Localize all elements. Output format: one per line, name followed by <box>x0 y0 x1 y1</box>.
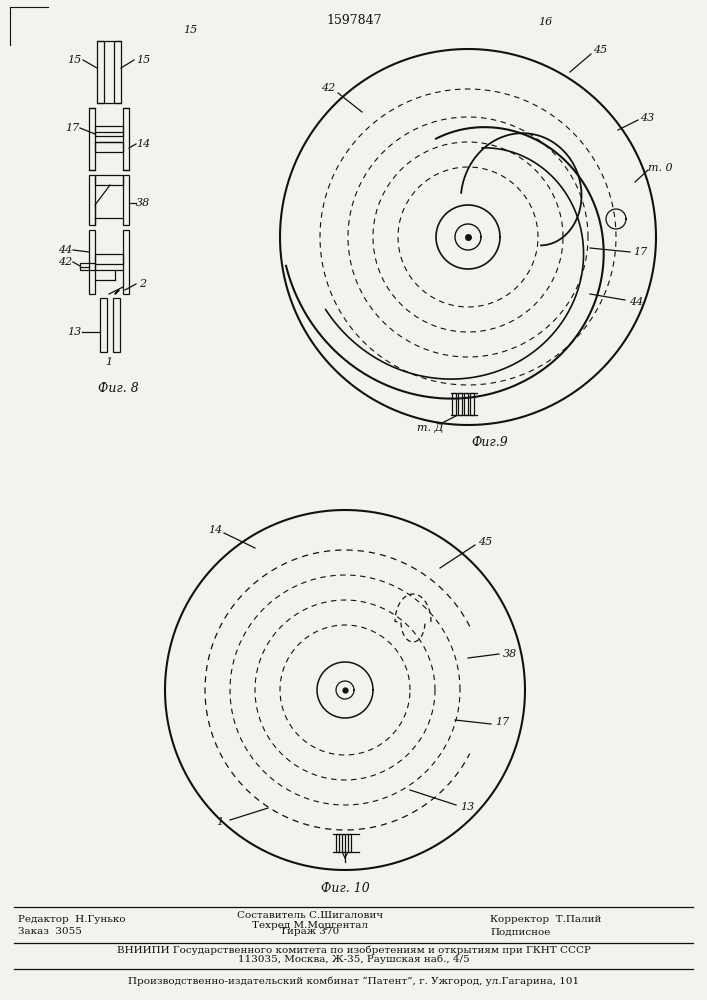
Text: 44: 44 <box>58 245 72 255</box>
Bar <box>341 834 344 852</box>
Text: 1597847: 1597847 <box>326 13 382 26</box>
Text: 38: 38 <box>136 198 150 208</box>
Text: Составитель С.Шигалович: Составитель С.Шигалович <box>237 912 383 920</box>
Bar <box>452 393 456 415</box>
Text: Фиг. 10: Фиг. 10 <box>321 882 369 894</box>
Text: Редактор  Н.Гунько: Редактор Н.Гунько <box>18 916 126 924</box>
Text: ВНИИПИ Государственного комитета по изобретениям и открытиям при ГКНТ СССР: ВНИИПИ Государственного комитета по изоб… <box>117 945 591 955</box>
Bar <box>348 834 351 852</box>
Text: 1: 1 <box>216 817 223 827</box>
Text: 43: 43 <box>640 113 654 123</box>
Bar <box>470 393 474 415</box>
Bar <box>123 108 129 170</box>
Bar <box>114 41 121 103</box>
Bar <box>80 263 95 270</box>
Text: 42: 42 <box>321 83 335 93</box>
Text: 44: 44 <box>629 297 643 307</box>
Text: 45: 45 <box>593 45 607 55</box>
Text: Тираж 370: Тираж 370 <box>281 928 339 936</box>
Bar <box>89 108 95 170</box>
Text: 42: 42 <box>58 257 72 267</box>
Bar <box>95 126 123 136</box>
Bar <box>95 254 123 264</box>
Text: 13: 13 <box>67 327 81 337</box>
Text: 15: 15 <box>183 25 197 35</box>
Bar <box>89 230 95 294</box>
Bar <box>123 175 129 225</box>
FancyArrow shape <box>115 290 119 294</box>
Text: т. Д: т. Д <box>416 423 443 433</box>
Text: 45: 45 <box>478 537 492 547</box>
Text: Корректор  Т.Палий: Корректор Т.Палий <box>490 916 602 924</box>
Bar <box>464 393 468 415</box>
Text: Производственно-издательский комбинат “Патент”, г. Ужгород, ул.Гагарина, 101: Производственно-издательский комбинат “П… <box>129 976 580 986</box>
Text: 17: 17 <box>495 717 509 727</box>
Text: 14: 14 <box>208 525 222 535</box>
Text: Техред М.Моргентал: Техред М.Моргентал <box>252 922 368 930</box>
Text: 17: 17 <box>65 123 79 133</box>
Text: 38: 38 <box>503 649 517 659</box>
Bar <box>123 230 129 294</box>
Bar <box>89 175 95 225</box>
Bar <box>95 175 123 185</box>
Bar <box>458 393 462 415</box>
Text: 2: 2 <box>139 279 146 289</box>
Text: 15: 15 <box>67 55 81 65</box>
Text: Подписное: Подписное <box>490 928 550 936</box>
Text: 15: 15 <box>136 55 150 65</box>
Bar <box>113 298 120 352</box>
Bar <box>97 41 104 103</box>
Bar <box>95 142 123 152</box>
Bar <box>100 298 107 352</box>
Text: 14: 14 <box>136 139 150 149</box>
Text: 1: 1 <box>105 357 112 367</box>
Text: 13: 13 <box>460 802 474 812</box>
Text: Фиг. 8: Фиг. 8 <box>98 381 139 394</box>
Text: Фиг.9: Фиг.9 <box>472 436 508 448</box>
Text: 113035, Москва, Ж-35, Раушская наб., 4/5: 113035, Москва, Ж-35, Раушская наб., 4/5 <box>238 954 470 964</box>
Text: 16: 16 <box>538 17 552 27</box>
Bar <box>336 834 339 852</box>
Text: 17: 17 <box>633 247 647 257</box>
Text: т. 0: т. 0 <box>648 163 672 173</box>
Text: Заказ  3055: Заказ 3055 <box>18 928 82 936</box>
